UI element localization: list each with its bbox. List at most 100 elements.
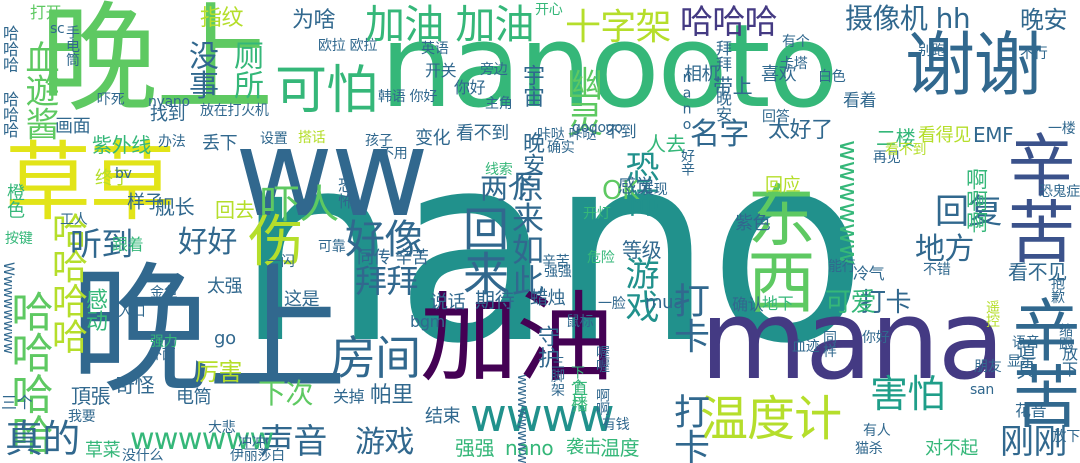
word-63: 厉害 <box>195 358 243 386</box>
word-75: 冷气 <box>853 264 885 283</box>
word-127: 再见 <box>873 150 901 166</box>
word-1: 晚上 <box>40 0 274 128</box>
word-62: 奇怪 <box>115 373 155 397</box>
word-3: nanooto <box>380 0 839 134</box>
word-22: 指纹 <box>200 6 244 31</box>
word-120: 一脸 <box>598 296 626 312</box>
word-139: 旁边 <box>480 62 508 78</box>
word-110: 看着 <box>843 91 877 111</box>
word-105: 頂張 <box>71 384 111 408</box>
word-167: 危险 <box>587 250 615 266</box>
word-169: 不错 <box>923 262 951 278</box>
word-100: 拜拜 晚安 <box>713 40 732 122</box>
word-108: 感动 <box>82 288 107 332</box>
word-94: 带上 <box>713 74 753 98</box>
word-192: 咔哒 咔哒 <box>537 127 597 143</box>
word-78: 花音 <box>1015 401 1047 420</box>
word-46: 声音 <box>260 422 327 462</box>
word-171: 语音 <box>1012 335 1040 351</box>
word-141: 开心 <box>535 2 563 18</box>
word-47: 游戏 <box>355 425 414 460</box>
word-8: 谢谢 <box>905 24 1044 106</box>
word-0: nano <box>235 99 867 401</box>
word-88: 回去 <box>215 198 255 222</box>
word-28: 幽灵 <box>561 65 602 136</box>
word-41: 两个 <box>480 172 535 205</box>
word-157: 猫杀 <box>855 441 883 457</box>
word-49: 害怕 <box>870 372 945 416</box>
word-72: 关掉 <box>333 387 365 406</box>
word-45: 真的 <box>5 417 80 461</box>
word-35: 地方 <box>915 232 974 267</box>
word-50: 打卡 打卡 <box>668 281 709 463</box>
word-93: 人去 <box>646 132 686 156</box>
word-67: mua <box>645 292 684 313</box>
word-102: go <box>214 328 236 349</box>
word-96: 相机 <box>684 64 720 85</box>
word-113: 袭击 <box>566 437 602 458</box>
word-25: 可怕 <box>275 61 378 121</box>
word-182: sc <box>50 21 65 37</box>
word-132: 设置 <box>260 131 288 147</box>
word-58: nano <box>505 436 554 460</box>
word-143: 卡塔 <box>780 56 808 72</box>
word-126: 发现 <box>640 182 668 198</box>
word-172: 显示 <box>1007 354 1035 370</box>
word-23: 打开 <box>30 3 62 22</box>
word-158: 放下 <box>1052 429 1080 445</box>
word-133: 搭话 <box>298 130 326 146</box>
word-86: 终于 <box>95 168 131 189</box>
word-117: 跟着 <box>112 235 144 254</box>
word-33: 拜拜 <box>355 262 418 300</box>
word-13: 温度计 <box>700 391 842 447</box>
word-52: 可爱 <box>825 288 876 318</box>
word-36: 哈哈哈哈 <box>5 290 54 455</box>
word-64: 这是 <box>284 289 320 310</box>
word-148: 一楼 <box>1048 121 1076 137</box>
word-152: 强力 <box>150 334 178 350</box>
word-90: 变化 <box>415 128 451 149</box>
word-91: 看不到 <box>456 123 509 144</box>
word-142: 有个 <box>782 34 810 50</box>
word-140: 手电筒 <box>64 25 80 67</box>
word-131: 别跑 <box>918 43 946 59</box>
word-98: 宇宙 晚安 <box>519 64 544 175</box>
word-2: 晚上 <box>70 250 347 413</box>
word-40: 好好 <box>178 225 237 260</box>
word-69: 感觉 <box>618 176 654 197</box>
word-89: 丢下 <box>202 133 238 154</box>
word-103: bgm <box>410 312 445 331</box>
word-149: 确实 <box>547 140 575 156</box>
word-128: 恐鬼症 <box>1038 184 1080 200</box>
word-184: 哈哈哈 哈哈哈 <box>0 25 19 138</box>
word-185: nyano <box>148 94 190 110</box>
word-97: 守护 <box>534 325 559 369</box>
word-15: 伤 <box>248 210 304 275</box>
word-109: 同传 辛苦 <box>357 248 429 268</box>
word-79: 二楼 <box>876 126 916 150</box>
word-24: 没事 <box>183 40 218 99</box>
word-125: 有人 <box>863 423 891 439</box>
word-87: 样子 <box>127 192 163 213</box>
word-193: 强强 <box>544 264 572 280</box>
word-115: 紫色 <box>735 213 771 234</box>
word-106: 找到 <box>150 104 186 125</box>
word-101: 太强 <box>207 276 243 297</box>
word-156: 伊丽莎白 <box>230 448 285 463</box>
word-191: 遥控 <box>984 300 1000 328</box>
word-190: 你好 <box>862 330 890 346</box>
word-129: 白色 <box>818 69 846 85</box>
word-4: ww <box>235 105 429 244</box>
word-68: 等级 <box>622 238 662 262</box>
word-57: 强强 <box>455 436 495 460</box>
word-11: 东西 <box>735 180 814 314</box>
word-166: 一闪 <box>267 254 295 270</box>
word-27: 血遊酱 <box>19 40 59 140</box>
word-38: 吓人 <box>260 182 339 228</box>
word-43: 名字 <box>690 117 749 152</box>
word-29: 回来 <box>456 205 510 296</box>
word-53: wwwwww <box>130 422 274 457</box>
word-146: 韩语 你好 <box>378 89 438 105</box>
word-121: 血迹 <box>792 339 820 355</box>
word-174: san <box>970 382 994 398</box>
